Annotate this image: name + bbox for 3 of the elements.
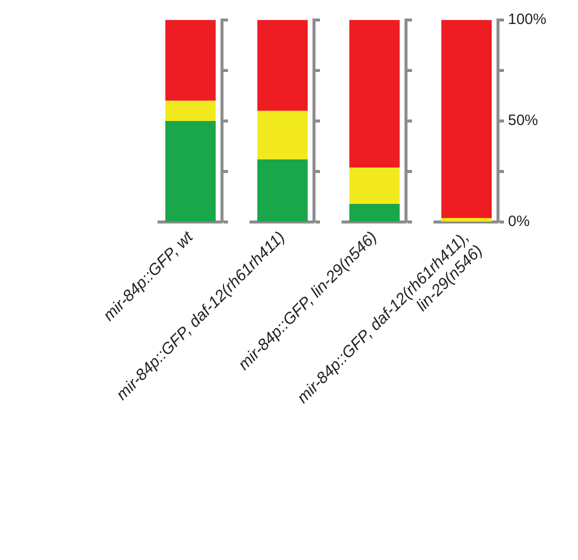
y-tick-label: 100% — [508, 11, 546, 28]
y-tick-label: 0% — [508, 213, 530, 230]
y-tick-label: 50% — [508, 112, 538, 130]
